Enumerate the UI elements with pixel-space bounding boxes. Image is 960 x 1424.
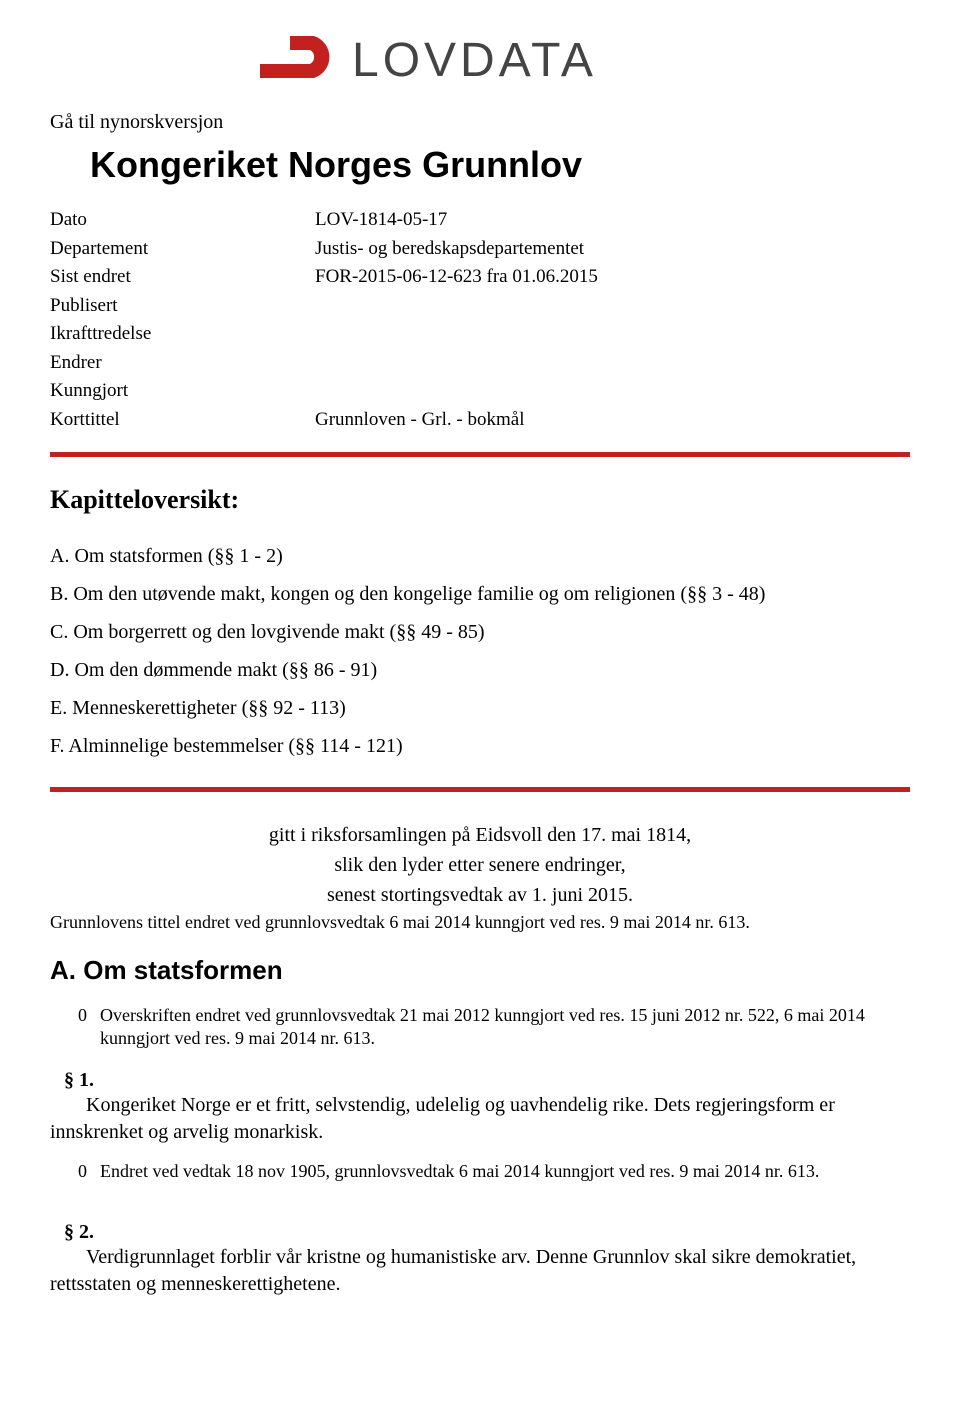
meta-row: Sist endret FOR-2015-06-12-623 fra 01.06… xyxy=(50,263,910,292)
toc-item[interactable]: D. Om den dømmende makt (§§ 86 - 91) xyxy=(50,651,910,689)
meta-label: Publisert xyxy=(50,292,315,321)
meta-row: Kunngjort xyxy=(50,377,910,406)
section-a-heading: A. Om statsformen xyxy=(50,955,910,986)
nynorsk-version-link[interactable]: Gå til nynorskversjon xyxy=(50,111,910,134)
document-title: Kongeriket Norges Grunnlov xyxy=(90,144,910,186)
preamble-subtitle: gitt i riksforsamlingen på Eidsvoll den … xyxy=(50,820,910,910)
logo-text: LOVDATA xyxy=(352,34,597,87)
meta-value: LOV-1814-05-17 xyxy=(315,206,910,235)
footnote-text: Endret ved vedtak 18 nov 1905, grunnlovs… xyxy=(100,1161,819,1181)
meta-label: Korttittel xyxy=(50,406,315,435)
meta-value xyxy=(315,292,910,321)
paragraph-1-body: Kongeriket Norge er et fritt, selvstendi… xyxy=(50,1092,910,1146)
meta-row: Endrer xyxy=(50,349,910,378)
footnote-number: 0 xyxy=(78,1160,87,1183)
meta-row: Ikrafttredelse xyxy=(50,320,910,349)
footnote-number: 0 xyxy=(78,1004,87,1027)
meta-value xyxy=(315,377,910,406)
meta-value: FOR-2015-06-12-623 fra 01.06.2015 xyxy=(315,263,910,292)
meta-label: Departement xyxy=(50,235,315,264)
meta-label: Kunngjort xyxy=(50,377,315,406)
site-logo: LOVDATA xyxy=(50,30,910,93)
toc-item[interactable]: C. Om borgerrett og den lovgivende makt … xyxy=(50,613,910,651)
meta-value: Grunnloven - Grl. - bokmål xyxy=(315,406,910,435)
paragraph-1-footnote: 0 Endret ved vedtak 18 nov 1905, grunnlo… xyxy=(50,1160,910,1183)
chapter-toc: A. Om statsformen (§§ 1 - 2) B. Om den u… xyxy=(50,537,910,765)
toc-item[interactable]: E. Menneskerettigheter (§§ 92 - 113) xyxy=(50,689,910,727)
meta-row: Korttittel Grunnloven - Grl. - bokmål xyxy=(50,406,910,435)
meta-row: Dato LOV-1814-05-17 xyxy=(50,206,910,235)
meta-label: Endrer xyxy=(50,349,315,378)
footnote-text: Overskriften endret ved grunnlovsvedtak … xyxy=(100,1005,865,1048)
toc-item[interactable]: B. Om den utøvende makt, kongen og den k… xyxy=(50,575,910,613)
paragraph-2-body: Verdigrunnlaget forblir vår kristne og h… xyxy=(50,1244,910,1298)
subtitle-line: gitt i riksforsamlingen på Eidsvoll den … xyxy=(50,820,910,850)
meta-value xyxy=(315,320,910,349)
subtitle-line: senest stortingsvedtak av 1. juni 2015. xyxy=(50,880,910,910)
meta-row: Departement Justis- og beredskapsdeparte… xyxy=(50,235,910,264)
meta-value: Justis- og beredskapsdepartementet xyxy=(315,235,910,264)
divider-rule xyxy=(50,787,910,792)
meta-label: Sist endret xyxy=(50,263,315,292)
toc-item[interactable]: A. Om statsformen (§§ 1 - 2) xyxy=(50,537,910,575)
meta-label: Ikrafttredelse xyxy=(50,320,315,349)
section-a-footnote: 0 Overskriften endret ved grunnlovsvedta… xyxy=(50,1004,910,1051)
metadata-table: Dato LOV-1814-05-17 Departement Justis- … xyxy=(50,206,910,434)
meta-value xyxy=(315,349,910,378)
chapter-overview-heading: Kapitteloversikt: xyxy=(50,485,910,515)
paragraph-2-heading: § 2. xyxy=(64,1221,910,1244)
meta-label: Dato xyxy=(50,206,315,235)
paragraph-1-heading: § 1. xyxy=(64,1069,910,1092)
subtitle-line: slik den lyder etter senere endringer, xyxy=(50,850,910,880)
divider-rule xyxy=(50,452,910,457)
lovdata-logo-icon: LOVDATA xyxy=(260,30,700,88)
meta-row: Publisert xyxy=(50,292,910,321)
subtitle-note: Grunnlovens tittel endret ved grunnlovsv… xyxy=(50,912,910,933)
toc-item[interactable]: F. Alminnelige bestemmelser (§§ 114 - 12… xyxy=(50,727,910,765)
